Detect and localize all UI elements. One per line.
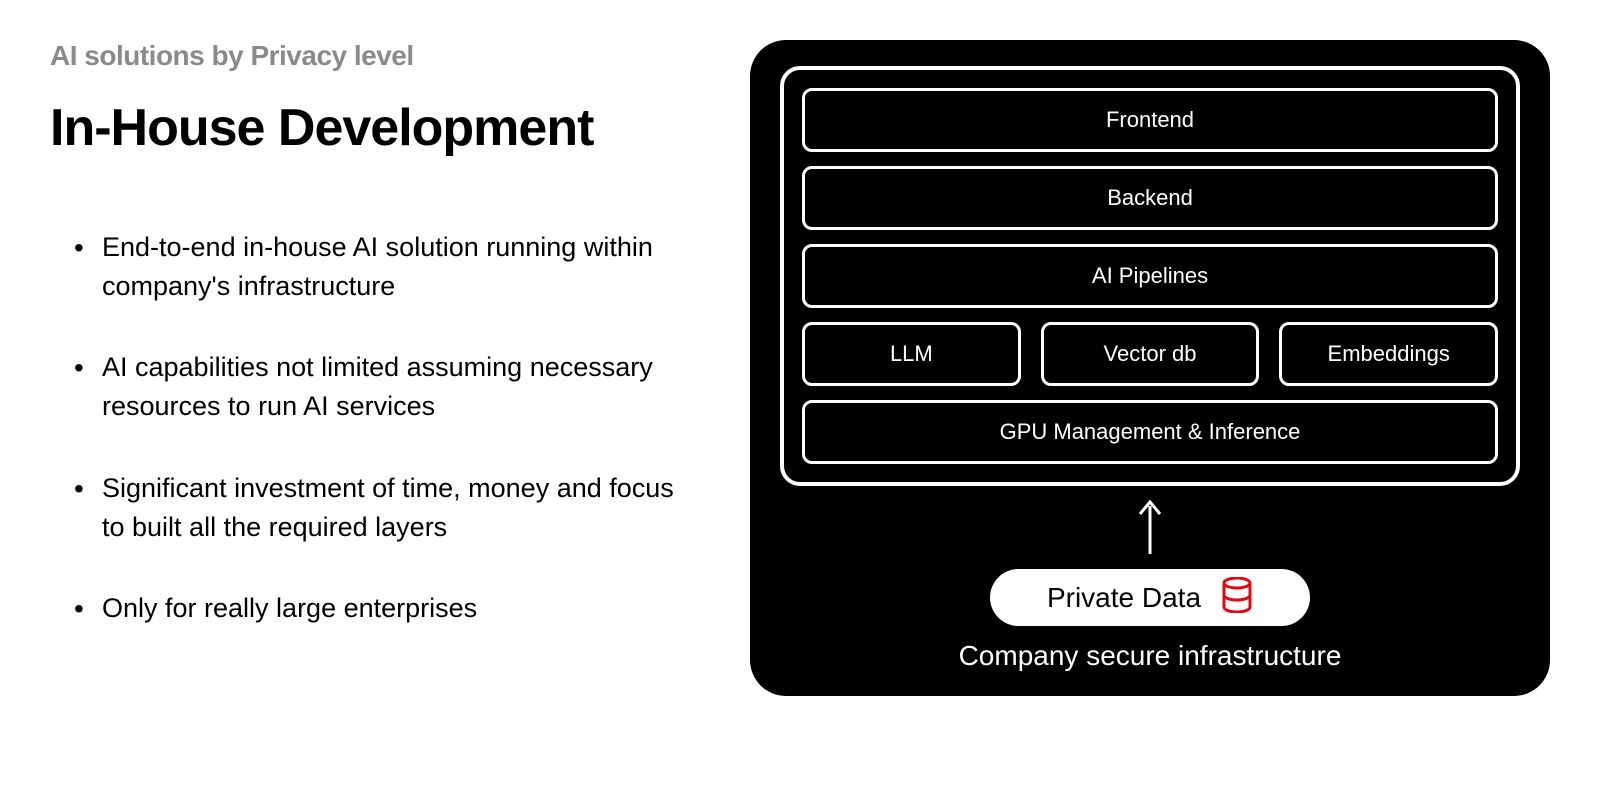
bullet-item: Significant investment of time, money an…	[102, 469, 690, 547]
infrastructure-label: Company secure infrastructure	[959, 640, 1342, 672]
layer-gpu-management: GPU Management & Inference	[802, 400, 1498, 464]
arrow-up-icon	[1136, 496, 1164, 563]
bullet-item: End-to-end in-house AI solution running …	[102, 228, 690, 306]
layer-llm: LLM	[802, 322, 1021, 386]
layer-ai-pipelines: AI Pipelines	[802, 244, 1498, 308]
slide-subtitle: AI solutions by Privacy level	[50, 40, 690, 72]
layer-embeddings: Embeddings	[1279, 322, 1498, 386]
bullet-item: AI capabilities not limited assuming nec…	[102, 348, 690, 426]
left-column: AI solutions by Privacy level In-House D…	[50, 40, 690, 751]
private-data-label: Private Data	[1047, 582, 1201, 614]
database-icon	[1221, 577, 1253, 618]
layer-vector-db: Vector db	[1041, 322, 1260, 386]
slide-title: In-House Development	[50, 98, 690, 158]
infrastructure-diagram: Frontend Backend AI Pipelines LLM Vector…	[750, 40, 1550, 696]
stack-container: Frontend Backend AI Pipelines LLM Vector…	[780, 66, 1520, 486]
layer-frontend: Frontend	[802, 88, 1498, 152]
layer-backend: Backend	[802, 166, 1498, 230]
right-column: Frontend Backend AI Pipelines LLM Vector…	[750, 40, 1550, 751]
layer-row-ai-components: LLM Vector db Embeddings	[802, 322, 1498, 386]
bullet-item: Only for really large enterprises	[102, 589, 690, 628]
private-data-pill: Private Data	[990, 569, 1310, 626]
bullet-list: End-to-end in-house AI solution running …	[50, 228, 690, 670]
